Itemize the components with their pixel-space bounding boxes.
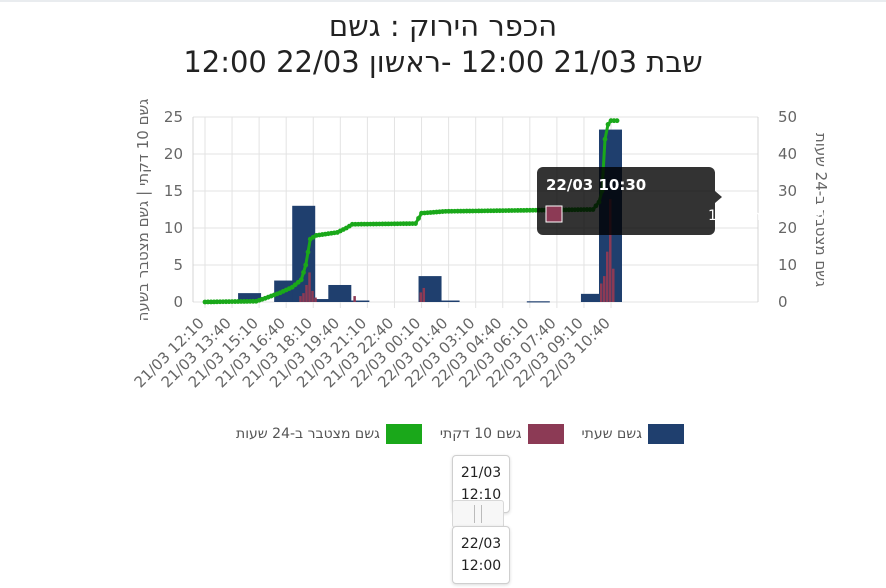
cumulative-point (602, 136, 608, 142)
legend-label-10min: גשם 10 דקתי (439, 426, 522, 442)
y-right-tick-label: 20 (778, 219, 797, 237)
ten-min-bar (305, 284, 308, 302)
cumulative-point (305, 249, 311, 255)
y-left-tick-label: 10 (164, 219, 183, 237)
legend-item-hourly[interactable]: גשם שעתי (582, 424, 684, 444)
chart-title-line1: הכפר הירוק : גשם (328, 9, 558, 43)
legend-label-24h: גשם מצטבר ב-24 שעות (236, 426, 380, 442)
cumulative-point (614, 118, 620, 124)
hourly-bar (436, 300, 460, 302)
hourly-bar (328, 284, 352, 302)
cumulative-point (605, 122, 611, 127)
grip-icon (474, 505, 482, 523)
ten-min-bar (422, 287, 426, 302)
cumulative-point (298, 277, 304, 283)
hourly-bar (346, 300, 370, 302)
cumulative-point (303, 262, 309, 268)
ten-min-bar (311, 290, 314, 302)
ten-min-bar (599, 283, 603, 302)
chart-legend: גשם שעתי גשם 10 דקתי גשם מצטבר ב-24 שעות (236, 423, 684, 445)
range-end-time: 12:00 (460, 558, 502, 574)
tooltip-title: 22/03 10:30 (546, 176, 646, 194)
ten-min-bar (603, 276, 606, 302)
legend-swatch-hourly (647, 424, 684, 444)
legend-item-10min[interactable]: גשם 10 דקתי (440, 424, 564, 444)
cumulative-point (413, 221, 418, 226)
chart-title: הכפר הירוק : גשם שבת 21/03 12:00 -ראשון … (0, 8, 886, 80)
legend-swatch-24h (385, 424, 422, 444)
ten-min-bar (609, 199, 612, 302)
y-left-tick-label: 25 (164, 108, 183, 126)
ten-min-bar (314, 297, 317, 302)
y-axis-right-title: גשם מצטבר ב-24 שעות (812, 133, 830, 287)
y-left-tick-label: 15 (164, 182, 183, 200)
y-right-tick-label: 50 (778, 108, 797, 126)
y-right-tick-label: 30 (778, 182, 797, 200)
range-slider-handle[interactable] (452, 500, 504, 528)
ten-min-bar (419, 292, 423, 302)
y-left-tick-label: 20 (164, 145, 183, 163)
y-right-tick-label: 40 (778, 145, 797, 163)
range-start-date: 21/03 (460, 465, 502, 481)
hourly-bar (292, 205, 316, 302)
ten-min-bar (612, 268, 615, 302)
top-divider (0, 0, 886, 2)
ten-min-bar (308, 272, 311, 302)
hourly-bar (580, 293, 604, 302)
range-start-time: 12:10 (460, 487, 502, 503)
cumulative-point (416, 215, 421, 221)
ten-min-bar (606, 251, 609, 302)
y-left-tick-label: 0 (173, 293, 183, 311)
hourly-bar (238, 293, 262, 302)
hourly-bar (526, 301, 550, 303)
ten-min-bar (299, 296, 302, 302)
range-end-date: 22/03 (460, 536, 502, 552)
legend-swatch-10min (527, 424, 564, 444)
tooltip-label: גשם 10 דקתי: 13.9 (708, 208, 830, 224)
tooltip-caret (715, 191, 722, 203)
tooltip-swatch (545, 205, 563, 223)
legend-label-hourly: גשם שעתי (581, 426, 642, 442)
legend-item-24h[interactable]: גשם מצטבר ב-24 שעות (236, 424, 422, 444)
y-left-tick-label: 5 (173, 256, 183, 274)
y-axis-left-title: גשם 10 דקתי | גשם מצטבר בשעה (134, 99, 152, 322)
cumulative-point (301, 270, 306, 275)
y-right-tick-label: 10 (778, 256, 797, 274)
chart-title-line2: שבת 21/03 12:00 -ראשון 22/03 12:00 (183, 45, 703, 79)
range-end-box[interactable]: 22/03 12:00 (452, 526, 510, 584)
ten-min-bar (353, 296, 356, 302)
hourly-bar (310, 299, 334, 302)
tooltip-box (537, 167, 715, 235)
y-right-tick-label: 0 (778, 293, 788, 311)
ten-min-bar (302, 293, 305, 302)
